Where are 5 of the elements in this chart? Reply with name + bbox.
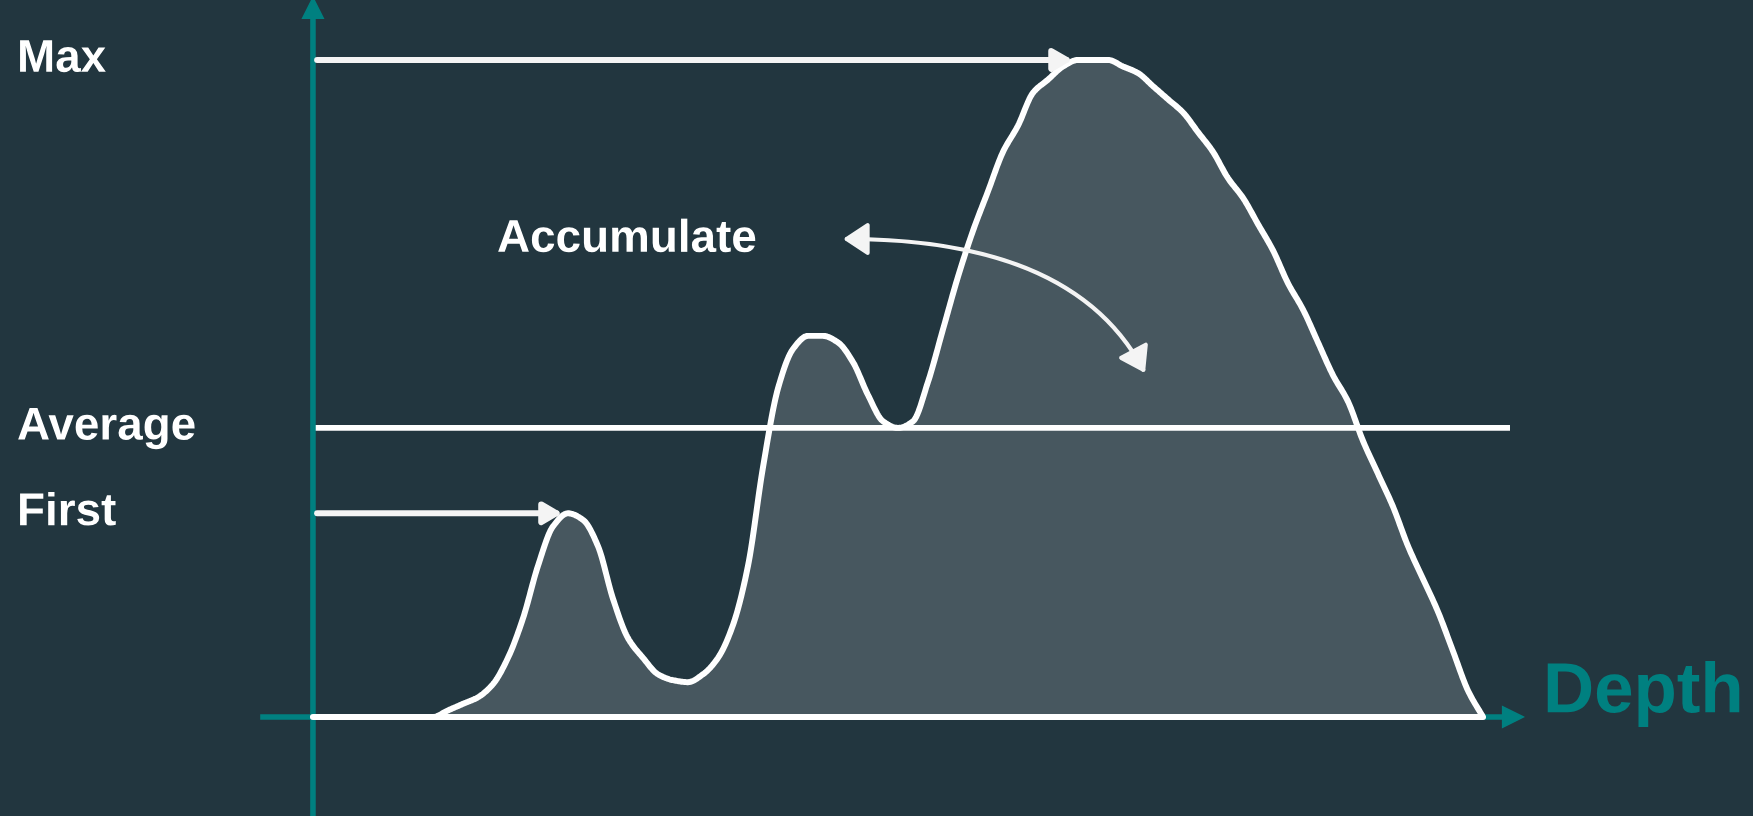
text: Max bbox=[20, 40, 106, 73]
x-axis-title: Depth bbox=[1547, 660, 1740, 728]
ref-line-label: Average bbox=[18, 407, 195, 450]
text: First bbox=[20, 491, 116, 526]
annotation: Accumulate bbox=[498, 218, 756, 253]
